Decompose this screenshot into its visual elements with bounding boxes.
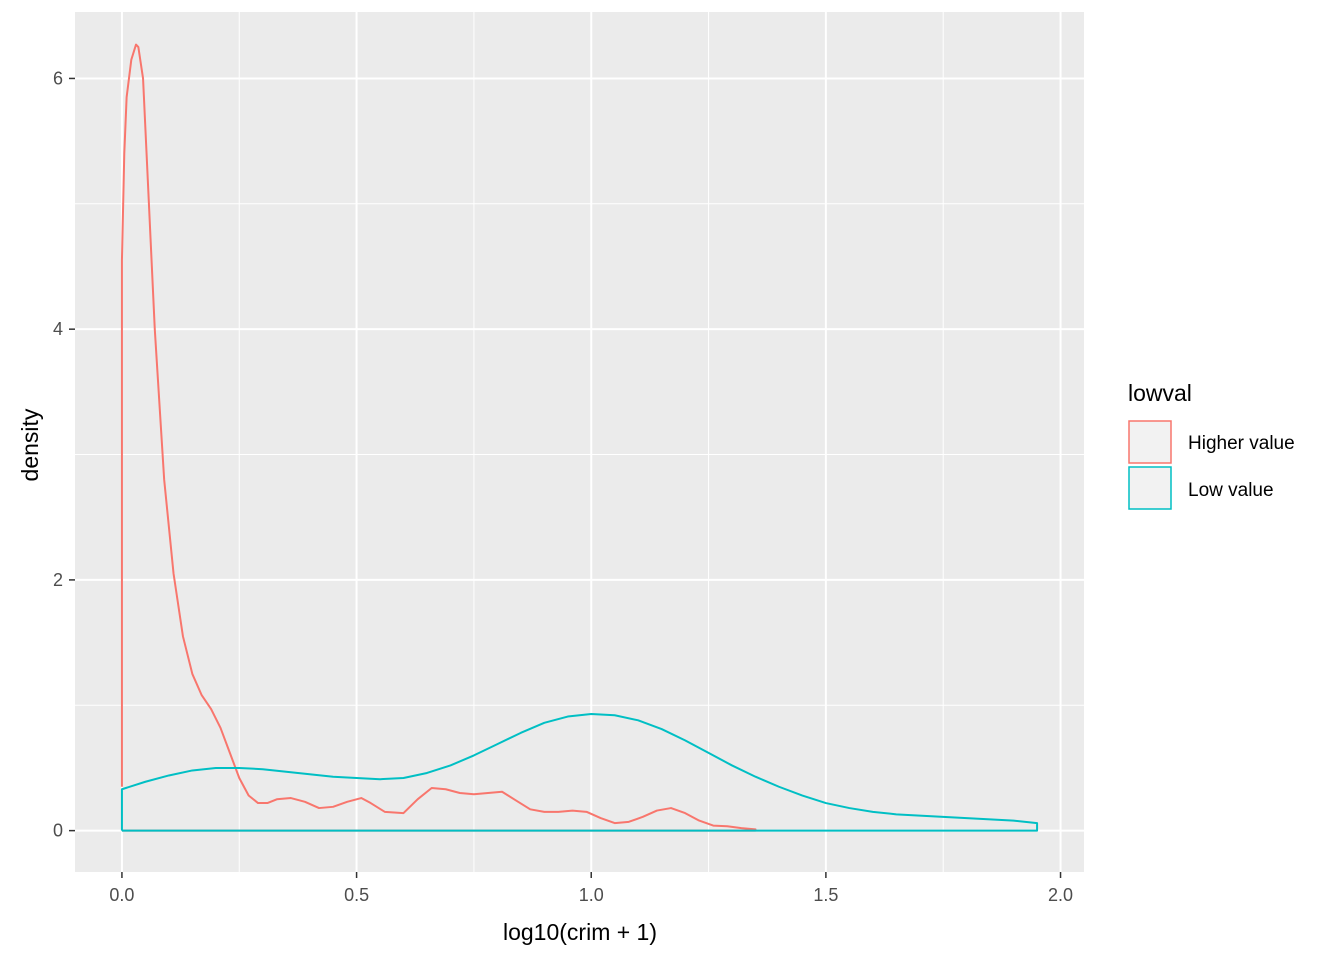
legend-key-higher-value [1128,420,1172,464]
legend: lowval Higher value Low value [1128,380,1295,510]
y-tick-label: 0 [53,821,63,841]
x-axis: 0.0 0.5 1.0 1.5 2.0 [109,872,1073,905]
density-line-low-value [120,713,1039,832]
grid-major [75,12,1084,872]
x-tick-label: 1.0 [579,885,604,905]
x-tick-label: 2.0 [1048,885,1073,905]
legend-label-higher-value: Higher value [1188,433,1295,454]
legend-title: lowval [1128,380,1192,406]
legend-item-low-value: Low value [1128,466,1274,510]
legend-item-higher-value: Higher value [1128,420,1295,464]
plot-panel [75,12,1084,872]
y-tick-label: 2 [53,570,63,590]
y-tick-label: 6 [53,68,63,88]
x-tick-label: 0.5 [344,885,369,905]
series-layer [120,43,1039,832]
x-tick-label: 1.5 [813,885,838,905]
x-axis-title: log10(crim + 1) [503,919,657,945]
grid-minor [75,12,1084,872]
x-tick-label: 0.0 [109,885,134,905]
y-axis: 0 2 4 6 [53,68,75,841]
y-axis-title: density [17,408,43,481]
legend-key-low-value [1128,466,1172,510]
y-tick-label: 4 [53,319,63,339]
density-line-higher-value [120,43,757,832]
legend-label-low-value: Low value [1188,480,1274,501]
